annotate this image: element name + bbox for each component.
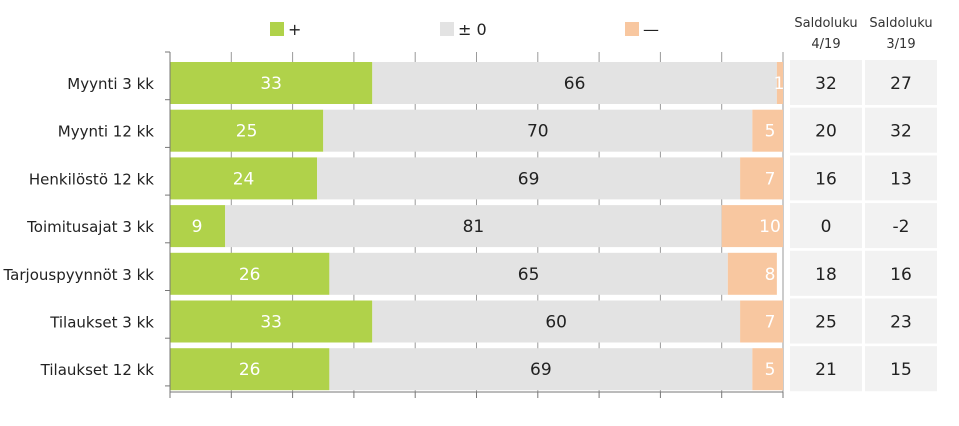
table-cell bbox=[790, 298, 862, 344]
data-label: 70 bbox=[527, 122, 549, 142]
data-label: 7 bbox=[765, 313, 776, 333]
table-cell bbox=[790, 250, 862, 296]
data-label: 33 bbox=[260, 74, 282, 94]
category-label: Tarjouspyynnöt 3 kk bbox=[2, 266, 154, 284]
legend-label: + bbox=[288, 20, 301, 39]
table-cell bbox=[865, 60, 937, 105]
category-label: Tilaukset 12 kk bbox=[40, 361, 155, 379]
data-label: 25 bbox=[236, 122, 258, 142]
table-cell bbox=[865, 250, 937, 296]
data-label: 66 bbox=[564, 74, 586, 94]
table-value: 15 bbox=[890, 360, 912, 380]
table-value: 13 bbox=[890, 169, 912, 189]
bar-segment bbox=[752, 109, 783, 152]
bar-segment bbox=[740, 300, 783, 343]
data-label: 10 bbox=[759, 217, 781, 237]
legend-swatch bbox=[270, 22, 284, 36]
category-label: Myynti 12 kk bbox=[58, 123, 155, 141]
table-value: -2 bbox=[893, 217, 910, 237]
legend-label: — bbox=[643, 20, 659, 39]
table-cell bbox=[790, 107, 862, 153]
table-value: 20 bbox=[815, 122, 837, 142]
data-label: 9 bbox=[192, 217, 203, 237]
table-cell bbox=[790, 346, 862, 392]
data-label: 65 bbox=[518, 265, 540, 285]
category-label: Myynti 3 kk bbox=[67, 75, 154, 93]
legend-swatch bbox=[625, 22, 639, 36]
data-label: 69 bbox=[518, 169, 540, 189]
bar-segment bbox=[740, 157, 783, 200]
bar-segment bbox=[170, 157, 318, 200]
bar-segment bbox=[329, 348, 753, 391]
bar-segment bbox=[317, 157, 741, 200]
bar-segment bbox=[170, 62, 373, 104]
table-cell bbox=[865, 107, 937, 153]
table-value: 0 bbox=[821, 217, 832, 237]
legend-label: ± 0 bbox=[458, 20, 487, 39]
bar-segment bbox=[170, 300, 373, 343]
bar-segment bbox=[170, 205, 226, 248]
data-label: 24 bbox=[233, 169, 255, 189]
table-cell bbox=[865, 203, 937, 249]
data-label: 81 bbox=[463, 217, 485, 237]
data-label: 26 bbox=[239, 265, 261, 285]
data-label: 5 bbox=[765, 360, 776, 380]
table-value: 25 bbox=[815, 313, 837, 333]
data-label: 33 bbox=[260, 313, 282, 333]
table-cell bbox=[865, 155, 937, 201]
table-value: 27 bbox=[890, 74, 912, 94]
bar-segment bbox=[225, 205, 722, 248]
category-label: Henkilöstö 12 kk bbox=[29, 170, 154, 188]
bar-segment bbox=[372, 300, 741, 343]
bar-segment bbox=[170, 348, 330, 391]
bar-segment bbox=[776, 62, 783, 104]
category-label: Toimitusajat 3 kk bbox=[26, 218, 154, 236]
table-cell bbox=[865, 298, 937, 344]
data-label: 1 bbox=[774, 74, 785, 94]
data-label: 7 bbox=[765, 169, 776, 189]
bar-segment bbox=[323, 109, 753, 152]
data-label: 60 bbox=[545, 313, 567, 333]
bar-segment bbox=[170, 252, 330, 295]
bar-segment bbox=[372, 62, 777, 104]
bar-segment bbox=[329, 252, 728, 295]
data-label: 26 bbox=[239, 360, 261, 380]
table-cell bbox=[790, 60, 862, 105]
table-value: 16 bbox=[890, 265, 912, 285]
table-header: 4/19 bbox=[811, 37, 840, 52]
legend-swatch bbox=[440, 22, 454, 36]
table-cell bbox=[790, 155, 862, 201]
bar-segment bbox=[752, 348, 783, 391]
data-label: 8 bbox=[765, 265, 776, 285]
table-value: 23 bbox=[890, 313, 912, 333]
table-header: 3/19 bbox=[886, 37, 915, 52]
bar-segment bbox=[727, 252, 777, 295]
table-value: 32 bbox=[815, 74, 837, 94]
category-label: Tilaukset 3 kk bbox=[49, 314, 154, 332]
data-label: 5 bbox=[765, 122, 776, 142]
table-value: 21 bbox=[815, 360, 837, 380]
table-value: 18 bbox=[815, 265, 837, 285]
table-header: Saldoluku bbox=[869, 16, 932, 31]
table-header: Saldoluku bbox=[794, 16, 857, 31]
data-label: 69 bbox=[530, 360, 552, 380]
table-value: 16 bbox=[815, 169, 837, 189]
bar-segment bbox=[170, 109, 324, 152]
table-value: 32 bbox=[890, 122, 912, 142]
bar-segment bbox=[721, 205, 783, 248]
table-cell bbox=[865, 346, 937, 392]
table-cell bbox=[790, 203, 862, 249]
